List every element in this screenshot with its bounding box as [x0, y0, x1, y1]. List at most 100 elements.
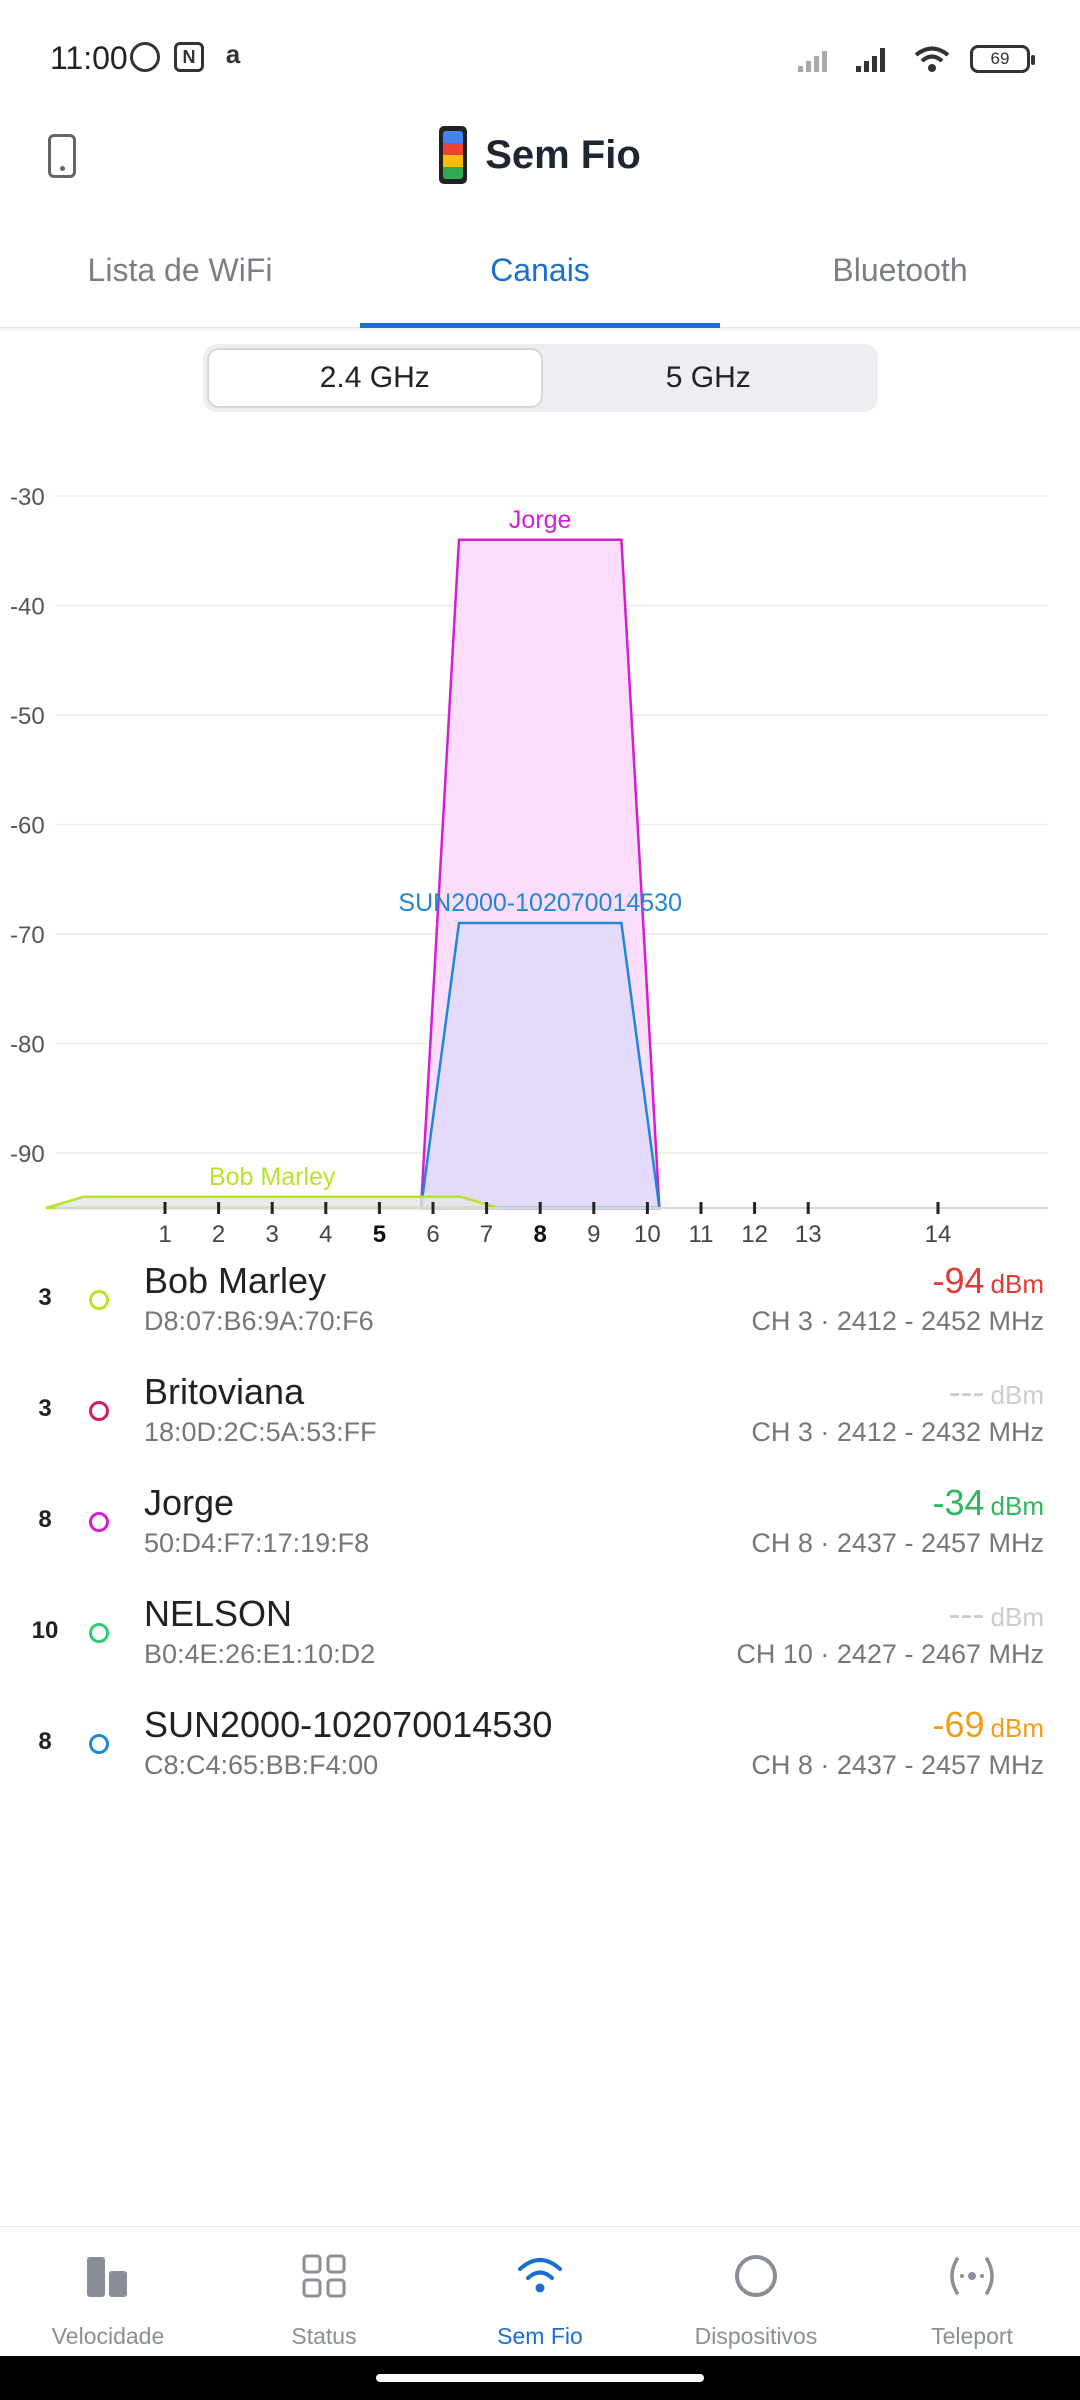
battery-icon: 69 [970, 45, 1035, 73]
network-color-dot [89, 1290, 109, 1310]
network-signal: -69 dBm [933, 1704, 1045, 1746]
network-name: Britoviana [144, 1371, 305, 1412]
network-curve [419, 921, 661, 1210]
network-channel-info: CH 3 · 2412 - 2452 MHz [751, 1306, 1044, 1336]
network-mac: 18:0D:2C:5A:53:FF [144, 1417, 377, 1447]
network-mac: D8:07:B6:9A:70:F6 [144, 1306, 374, 1336]
signal-value: -34 [932, 1482, 985, 1523]
wifi-icon [518, 2258, 562, 2293]
network-channel-info: CH 10 · 2427 - 2467 MHz [736, 1639, 1044, 1669]
network-channel-info: CH 8 · 2437 - 2457 MHz [751, 1750, 1044, 1780]
signal-icon [856, 48, 885, 72]
tab-bluetooth[interactable]: Bluetooth [832, 252, 968, 288]
status-right: 69 [796, 44, 1035, 74]
network-row[interactable]: 8 Jorge 50:D4:F7:17:19:F8 -34 dBm CH 8 · … [0, 1472, 1080, 1583]
nav-speed[interactable]: Velocidade [0, 2227, 216, 2356]
network-mac: B0:4E:26:E1:10:D2 [144, 1639, 376, 1669]
signal-value: --- [948, 1593, 985, 1634]
alarm-icon [130, 42, 160, 72]
x-tick-label: 12 [741, 1221, 768, 1248]
x-tick-label: 14 [925, 1221, 952, 1248]
y-tick-label: -70 [10, 922, 45, 949]
nav-label: Status [291, 2323, 357, 2349]
network-signal: -34 dBm [933, 1482, 1045, 1524]
band-5ghz-button[interactable]: 5 GHz [665, 361, 751, 394]
network-signal: --- dBm [949, 1371, 1044, 1413]
network-channel: 8 [38, 1506, 52, 1533]
x-tick-label: 11 [689, 1221, 714, 1248]
y-tick-label: -60 [10, 813, 45, 840]
network-name: NELSON [144, 1593, 293, 1634]
x-tick-label: 5 [373, 1221, 386, 1248]
x-tick-label: 7 [480, 1221, 493, 1248]
x-tick-label: 10 [634, 1221, 661, 1248]
phone-logo-icon [439, 126, 468, 184]
status-bar: 11:00 N a 69 [0, 0, 1080, 120]
network-mac: C8:C4:65:BB:F4:00 [144, 1750, 379, 1780]
network-channel-info: CH 3 · 2412 - 2432 MHz [751, 1417, 1044, 1447]
network-color-dot [89, 1734, 109, 1754]
network-list: 3 Bob Marley D8:07:B6:9A:70:F6 -94 dBm CH… [0, 1250, 1080, 1805]
nfc-icon: N [174, 42, 204, 72]
band-2-4ghz-button[interactable]: 2.4 GHz [207, 348, 543, 408]
nav-devices[interactable]: Dispositivos [648, 2227, 864, 2356]
band-selector: 2.4 GHz 5 GHz [203, 344, 878, 412]
network-mac: 50:D4:F7:17:19:F8 [144, 1528, 370, 1558]
nav-teleport[interactable]: Teleport [864, 2227, 1080, 2356]
x-tick-label: 8 [534, 1221, 547, 1248]
signal-unit: dBm [990, 1713, 1044, 1743]
signal-unit: dBm [990, 1491, 1044, 1521]
x-tick-label: 9 [587, 1221, 600, 1248]
tab-bar: Lista de WiFi Canais Bluetooth [0, 230, 1080, 328]
network-color-dot [89, 1401, 109, 1421]
y-tick-label: -40 [10, 594, 45, 621]
x-tick-label: 3 [266, 1221, 279, 1248]
nav-label: Teleport [931, 2323, 1013, 2349]
y-tick-label: -30 [10, 484, 45, 511]
network-row[interactable]: 8 SUN2000-102070014530 C8:C4:65:BB:F4:00… [0, 1694, 1080, 1805]
network-curve-label: SUN2000-102070014530 [398, 889, 682, 917]
signal-value: --- [948, 1371, 985, 1412]
x-tick-label: 6 [426, 1221, 439, 1248]
signal-unit: dBm [990, 1380, 1044, 1410]
circle-icon [735, 2255, 777, 2297]
wifi-status-icon [914, 46, 950, 72]
channel-chart: -30 -40 -50 -60 -70 -80 -90 Jorge SUN2000-102070… [0, 470, 1080, 1260]
network-channel-info: CH 8 · 2437 - 2457 MHz [751, 1528, 1044, 1558]
network-row[interactable]: 3 Britoviana 18:0D:2C:5A:53:FF --- dBm CH… [0, 1361, 1080, 1472]
app-header: Sem Fio [0, 120, 1080, 210]
network-channel: 3 [38, 1284, 52, 1311]
network-color-dot [89, 1623, 109, 1643]
page-title: Sem Fio [485, 132, 641, 177]
network-color-dot [89, 1512, 109, 1532]
signal-value: -69 [932, 1704, 985, 1745]
nav-label: Dispositivos [694, 2323, 818, 2349]
bottom-nav: Velocidade Status Sem Fio Dispositivos [0, 2226, 1080, 2356]
x-tick-label: 2 [212, 1221, 225, 1248]
y-tick-label: -80 [10, 1032, 45, 1059]
signal-unit: dBm [990, 1269, 1044, 1299]
y-tick-label: -90 [10, 1141, 45, 1168]
header-title-wrap: Sem Fio [0, 126, 1080, 184]
network-row[interactable]: 3 Bob Marley D8:07:B6:9A:70:F6 -94 dBm CH… [0, 1250, 1080, 1361]
network-row[interactable]: 10 NELSON B0:4E:26:E1:10:D2 --- dBm CH 10… [0, 1583, 1080, 1694]
nav-label: Velocidade [51, 2323, 165, 2349]
network-channel: 10 [31, 1617, 59, 1644]
gesture-bar [0, 2356, 1080, 2400]
network-name: Jorge [144, 1482, 235, 1523]
teleport-icon [950, 2257, 994, 2295]
tab-wifi-list[interactable]: Lista de WiFi [87, 252, 273, 288]
network-curve-label: Bob Marley [209, 1163, 336, 1191]
amazon-icon: a [225, 39, 241, 69]
network-name: Bob Marley [144, 1260, 327, 1301]
nav-status[interactable]: Status [216, 2227, 432, 2356]
device-icon[interactable] [48, 134, 76, 178]
speed-bars-icon [87, 2257, 127, 2297]
status-time: 11:00 [50, 40, 128, 76]
tab-channels[interactable]: Canais [360, 230, 720, 328]
home-indicator[interactable] [376, 2374, 704, 2382]
signal-unit: dBm [990, 1602, 1044, 1632]
nav-wireless[interactable]: Sem Fio [432, 2227, 648, 2356]
nav-label: Sem Fio [497, 2323, 583, 2349]
network-signal: -94 dBm [933, 1260, 1045, 1302]
